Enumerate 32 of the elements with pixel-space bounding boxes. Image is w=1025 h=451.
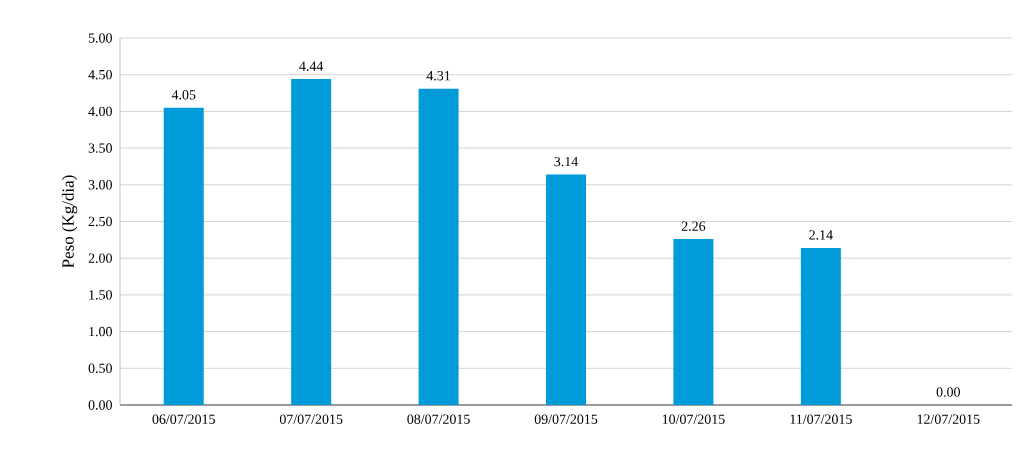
- data-label: 4.31: [426, 71, 450, 81]
- bar: [291, 79, 332, 405]
- y-tick-label: 3.50: [88, 143, 112, 153]
- x-tick-label: 10/07/2015: [662, 414, 725, 424]
- y-tick-label: 1.50: [89, 290, 112, 300]
- y-tick-label: 3.00: [88, 180, 112, 190]
- data-label: 2.14: [809, 230, 833, 240]
- y-tick-label: 0.00: [88, 400, 112, 410]
- x-tick-label: 12/07/2015: [917, 414, 980, 424]
- x-tick-label: 07/07/2015: [279, 414, 343, 424]
- data-label: 3.14: [554, 156, 578, 167]
- bar: [163, 107, 204, 405]
- x-tick-label: 06/07/2015: [152, 414, 215, 424]
- y-tick-label: 4.50: [88, 69, 112, 80]
- x-tick-label: 08/07/2015: [407, 414, 470, 424]
- y-tick-label: 1.00: [89, 326, 112, 337]
- bar: [673, 239, 714, 405]
- y-axis-title: Peso (Kg/dia): [61, 175, 78, 268]
- bar: [546, 174, 587, 405]
- data-label: 4.05: [171, 90, 196, 100]
- y-tick-label: 2.50: [88, 216, 112, 227]
- y-tick-label: 0.50: [88, 363, 112, 374]
- x-tick-label: 11/07/2015: [790, 414, 852, 424]
- data-label: 2.26: [681, 221, 706, 231]
- bar: [418, 88, 459, 405]
- y-tick-label: 4.00: [88, 106, 112, 117]
- bar: [800, 247, 841, 405]
- data-label: 4.44: [299, 61, 324, 71]
- x-tick-label: 09/07/2015: [534, 414, 598, 424]
- y-tick-label: 5.00: [88, 33, 112, 43]
- y-tick-label: 2.00: [88, 253, 112, 263]
- data-label: 0.00: [936, 387, 960, 397]
